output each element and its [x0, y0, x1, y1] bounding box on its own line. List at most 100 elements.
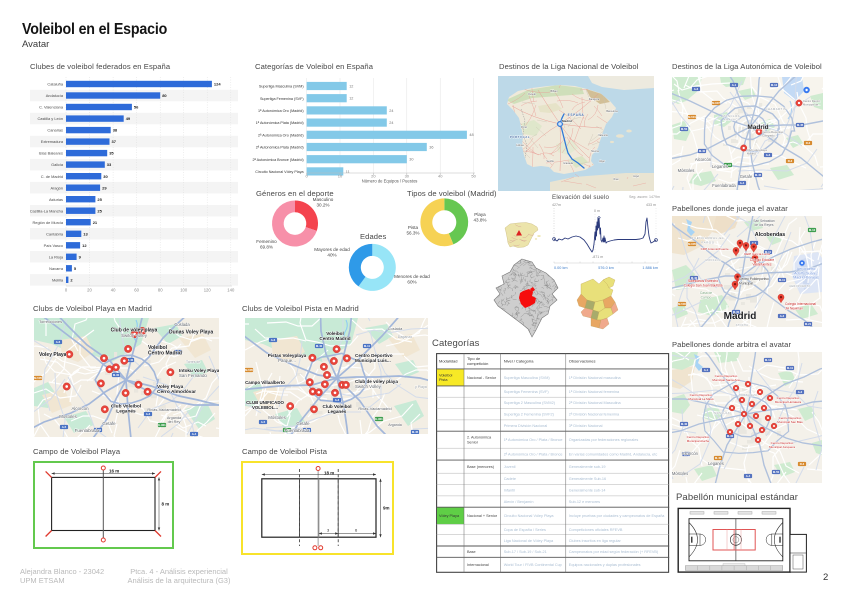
- svg-text:AEROPUERTO: AEROPUERTO: [789, 285, 810, 288]
- svg-text:HORTALEZA: HORTALEZA: [739, 394, 757, 397]
- svg-text:Club de vóley playa: Club de vóley playa: [355, 379, 398, 384]
- svg-text:2ª División Nacional Masculina: 2ª División Nacional Masculina: [569, 401, 622, 405]
- svg-text:16 m: 16 m: [109, 468, 119, 473]
- svg-text:Voleibol: Voleibol: [148, 345, 168, 351]
- svg-text:Centro Deportivo: Centro Deportivo: [687, 435, 710, 439]
- svg-text:La Rioja: La Rioja: [49, 254, 64, 259]
- svg-text:Andalucía: Andalucía: [46, 93, 64, 98]
- svg-text:2ª Autonómica Oro (Madrid): 2ª Autonómica Oro (Madrid): [258, 133, 304, 137]
- svg-text:Fuenlabrada: Fuenlabrada: [285, 428, 310, 433]
- svg-text:Daganzo: Daganzo: [398, 335, 412, 339]
- svg-text:Club de vóley playa: Club de vóley playa: [110, 327, 157, 333]
- svg-text:49: 49: [126, 116, 131, 121]
- svg-text:San Sebastián: San Sebastián: [753, 219, 775, 223]
- svg-text:Leganés: Leganés: [116, 408, 136, 414]
- svg-text:Aeropuerto: Aeropuerto: [797, 267, 816, 271]
- svg-text:MONCLOA: MONCLOA: [714, 412, 729, 415]
- svg-text:Observaciones: Observaciones: [569, 358, 596, 363]
- svg-text:40: 40: [111, 288, 116, 293]
- svg-text:38: 38: [113, 128, 118, 133]
- svg-text:Navarra: Navarra: [49, 266, 64, 271]
- svg-text:Salesianos Estrecho: Salesianos Estrecho: [688, 279, 718, 283]
- svg-text:M-12: M-12: [765, 358, 772, 362]
- svg-text:Canarias: Canarias: [47, 128, 63, 133]
- svg-text:M-40: M-40: [691, 276, 698, 280]
- svg-text:-871 m: -871 m: [592, 255, 603, 259]
- svg-text:Castilla-La Mancha: Castilla-La Mancha: [30, 208, 64, 213]
- svg-text:Municipal Aluche: Municipal Aluche: [687, 439, 710, 443]
- svg-text:M-40: M-40: [126, 358, 133, 362]
- svg-text:Rivas-Vaciamadrid: Rivas-Vaciamadrid: [147, 407, 180, 412]
- svg-text:M-11: M-11: [765, 250, 772, 254]
- svg-text:24: 24: [389, 121, 393, 125]
- svg-text:56: 56: [134, 105, 139, 110]
- svg-text:E-901: E-901: [375, 417, 383, 421]
- svg-text:Alcorcón: Alcorcón: [71, 406, 89, 411]
- svg-text:Getafe: Getafe: [102, 421, 116, 426]
- svg-text:9m: 9m: [383, 505, 390, 510]
- svg-text:Bilbao: Bilbao: [551, 90, 559, 93]
- svg-text:M-12: M-12: [771, 83, 778, 87]
- svg-text:80: 80: [162, 93, 167, 98]
- svg-text:San Fernando: San Fernando: [179, 373, 207, 378]
- svg-text:69.8%: 69.8%: [260, 245, 273, 250]
- svg-text:Región de Murcia: Región de Murcia: [33, 220, 64, 225]
- svg-text:Centro Deport.: Centro Deport.: [803, 99, 821, 103]
- svg-text:Circuito Nacional Vóley Playa: Circuito Nacional Vóley Playa: [504, 514, 555, 518]
- svg-text:Extremadura: Extremadura: [41, 139, 64, 144]
- svg-text:9: 9: [79, 254, 82, 259]
- svg-text:Centro Polideportivo: Centro Polideportivo: [739, 277, 769, 281]
- svg-text:6: 6: [355, 527, 358, 532]
- svg-text:24: 24: [389, 109, 393, 113]
- svg-text:0: 0: [305, 174, 308, 179]
- svg-text:A-42: A-42: [284, 428, 291, 432]
- svg-text:CLUB UNIFICADO: CLUB UNIFICADO: [246, 400, 284, 405]
- svg-text:R-2: R-2: [806, 141, 811, 145]
- svg-text:1ª Autonómica Plata (Madrid): 1ª Autonómica Plata (Madrid): [256, 121, 304, 125]
- svg-text:M-11: M-11: [779, 278, 786, 282]
- svg-text:Islas Baleares: Islas Baleares: [39, 151, 63, 156]
- svg-text:Murcia: Murcia: [591, 150, 599, 153]
- svg-text:Municipal Hortaleza: Municipal Hortaleza: [775, 400, 802, 404]
- svg-text:M-505: M-505: [245, 368, 253, 372]
- svg-text:Campo Villaalberto: Campo Villaalberto: [245, 380, 285, 385]
- svg-text:56.3%: 56.3%: [406, 231, 419, 236]
- svg-text:y Playa: y Playa: [415, 385, 427, 389]
- svg-text:Pista: Pista: [408, 225, 419, 230]
- svg-text:36: 36: [429, 145, 433, 149]
- svg-text:MONCLOA-: MONCLOA-: [722, 114, 741, 118]
- svg-text:Base (menores): Base (menores): [467, 465, 495, 469]
- svg-text:Centro Deportivo: Centro Deportivo: [355, 353, 393, 358]
- svg-text:Centro Madrid: Centro Madrid: [319, 336, 350, 341]
- svg-text:Municipal Luis...: Municipal Luis...: [355, 358, 391, 363]
- svg-text:Colegio Educare: Colegio Educare: [750, 258, 775, 262]
- svg-text:5: 5: [74, 266, 77, 271]
- svg-text:M-30: M-30: [112, 373, 119, 377]
- svg-text:Primera División Nacional: Primera División Nacional: [504, 424, 548, 428]
- svg-text:2: 2: [70, 277, 73, 282]
- svg-text:M-45: M-45: [755, 173, 762, 177]
- svg-text:Barcelona: Barcelona: [606, 110, 618, 113]
- svg-text:Madrid: Madrid: [747, 124, 768, 131]
- svg-text:2. Autonómica: 2. Autonómica: [467, 435, 492, 439]
- svg-text:Superliga 2 Femenina (SVF2): Superliga 2 Femenina (SVF2): [504, 412, 555, 416]
- svg-text:ATOCHA: ATOCHA: [736, 324, 749, 327]
- svg-text:MONCLOA-: MONCLOA-: [706, 259, 723, 262]
- svg-text:Nivel / Categoría: Nivel / Categoría: [504, 358, 535, 363]
- svg-text:Cataluña: Cataluña: [47, 82, 63, 87]
- svg-text:M-607: M-607: [712, 101, 720, 105]
- svg-text:Sub-12 e menores: Sub-12 e menores: [569, 500, 600, 504]
- svg-text:ESPAÑA: ESPAÑA: [568, 112, 585, 117]
- svg-text:20: 20: [87, 288, 92, 293]
- svg-text:Sub-17 / Sub-19 / Sub-21: Sub-17 / Sub-19 / Sub-21: [504, 550, 547, 554]
- svg-text:12: 12: [349, 97, 353, 101]
- svg-text:VOLEIBOL...: VOLEIBOL...: [252, 405, 278, 410]
- svg-text:Municipal San Blas: Municipal San Blas: [777, 420, 803, 424]
- svg-text:Centro Deportivo: Centro Deportivo: [690, 393, 713, 397]
- svg-text:Equipos nacionales y duplas pr: Equipos nacionales y duplas profesionale…: [569, 563, 641, 567]
- svg-text:A-5: A-5: [61, 425, 66, 429]
- svg-text:Centro Madrid: Centro Madrid: [148, 350, 182, 356]
- svg-text:Senior: Senior: [467, 440, 479, 444]
- svg-text:M-50: M-50: [94, 428, 101, 432]
- svg-text:A-3: A-3: [335, 398, 340, 402]
